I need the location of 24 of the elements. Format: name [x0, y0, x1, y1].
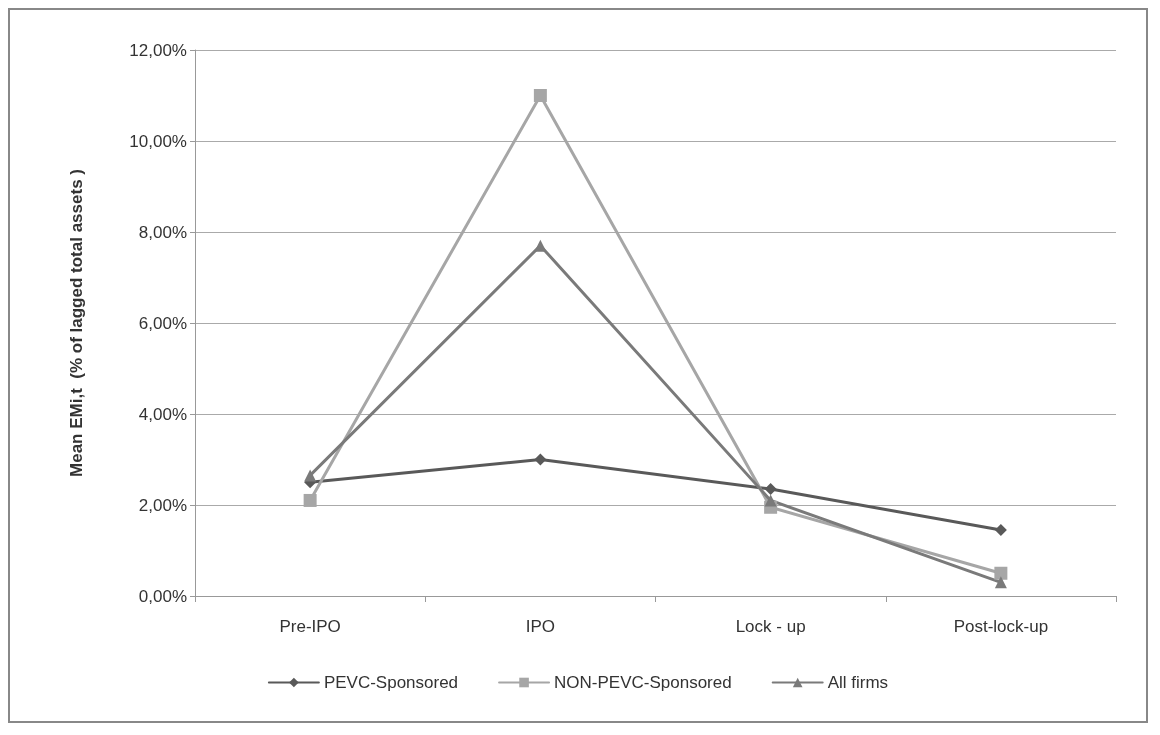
point: [994, 576, 1007, 589]
y-tick-label: 4,00%: [138, 404, 187, 424]
y-tick-label: 0,00%: [138, 586, 187, 606]
x-tick-label: Lock - up: [735, 617, 806, 636]
y-tick-label: 8,00%: [138, 222, 187, 242]
y-tick-label: 10,00%: [129, 131, 187, 151]
y-tick-label: 2,00%: [138, 495, 187, 515]
point: [764, 494, 777, 507]
point: [303, 493, 317, 507]
point: [994, 524, 1007, 537]
y-tick-label: 6,00%: [138, 313, 187, 333]
point: [994, 566, 1008, 580]
point: [764, 483, 777, 496]
point: [534, 453, 547, 466]
legend-label: NON-PEVC-Sponsored: [554, 673, 732, 692]
x-tick-label: IPO: [525, 617, 556, 636]
point: [304, 469, 317, 482]
point: [533, 89, 547, 102]
y-tick-label: 12,00%: [129, 40, 187, 60]
legend-label: All firms: [827, 673, 889, 692]
x-tick-label: Post-lock-up: [953, 617, 1049, 636]
y-axis-title: Mean EMi,t (% of lagged total assets ): [67, 169, 86, 477]
x-tick-label: Pre-IPO: [279, 617, 341, 636]
legend-label: PEVC-Sponsored: [323, 673, 459, 692]
